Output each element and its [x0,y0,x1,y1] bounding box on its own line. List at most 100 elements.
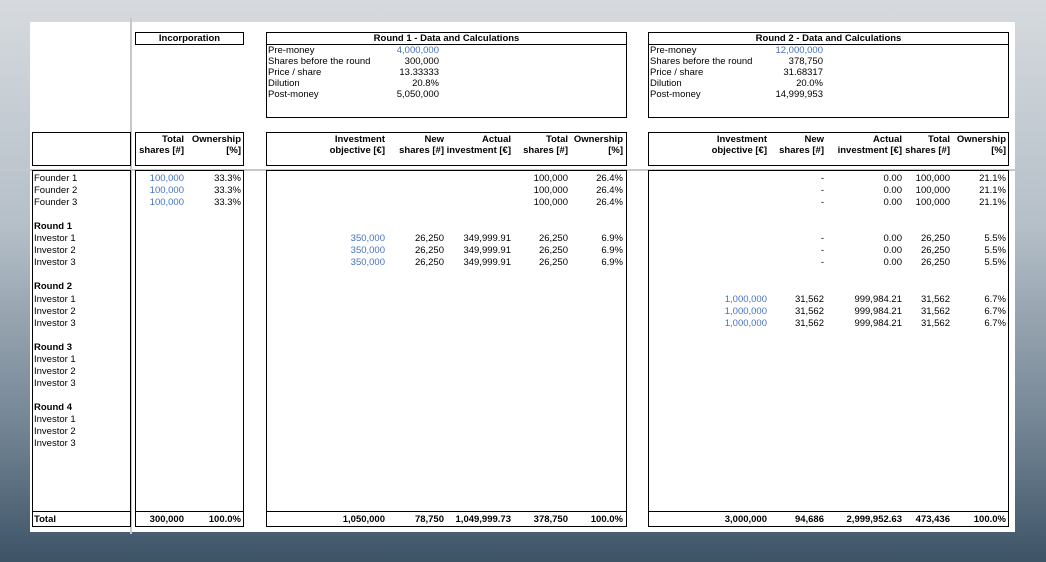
round1-cell[interactable]: 26.4% [596,197,623,209]
round1-info-value[interactable]: 5,050,000 [396,89,439,100]
total-round1-cell[interactable]: 100.0% [590,514,623,525]
round2-column-header[interactable]: Ownership [956,134,1006,145]
incorporation-column-header[interactable]: [%] [226,145,241,156]
round1-cell[interactable]: 6.9% [601,233,623,245]
round2-info-label[interactable]: Price / share [650,67,704,78]
section-label[interactable]: Round 1 [34,221,72,233]
round1-cell[interactable]: 26,250 [414,257,444,269]
round1-column-header[interactable]: Actual [481,134,511,145]
total-incorporation-cell[interactable]: 300,000 [149,514,184,525]
incorporation-cell[interactable]: 100,000 [149,197,184,209]
incorporation-column-header[interactable]: shares [#] [139,145,184,156]
round2-info-label[interactable]: Shares before the round [650,56,753,67]
total-round1-cell[interactable]: 1,049,999.73 [455,514,511,525]
round1-cell[interactable]: 26,250 [414,245,444,257]
round2-cell[interactable]: 1,000,000 [724,293,767,305]
round2-cell[interactable]: 100,000 [915,173,950,184]
round2-cell[interactable]: 31,562 [920,293,950,305]
round2-cell[interactable]: 31,562 [920,317,950,329]
round1-info-label[interactable]: Post-money [268,89,319,100]
round2-info-label[interactable]: Dilution [650,78,682,89]
round2-info-value[interactable]: 20.0% [796,78,823,89]
round1-cell[interactable]: 100,000 [533,185,568,197]
section-label[interactable]: Round 2 [34,281,72,293]
round1-info-label[interactable]: Shares before the round [268,56,371,67]
round2-cell[interactable]: - [820,257,824,269]
round2-cell[interactable]: 999,984.21 [854,293,902,305]
round2-cell[interactable]: 31,562 [794,305,824,317]
round2-cell[interactable]: 26,250 [920,233,950,245]
incorporation-cell[interactable]: 100,000 [149,185,184,197]
round2-info-value[interactable]: 12,000,000 [775,45,823,56]
round2-cell[interactable]: 31,562 [794,317,824,329]
round2-cell[interactable]: 0.00 [883,245,903,257]
round2-cell[interactable]: - [820,185,824,197]
round2-column-header[interactable]: investment [€] [837,145,902,156]
section-label[interactable]: Round 3 [34,341,72,353]
round2-column-header[interactable]: Investment [716,134,767,145]
incorporation-cell[interactable]: 33.3% [214,197,241,209]
round1-info-value[interactable]: 20.8% [412,78,439,89]
round2-cell[interactable]: 1,000,000 [724,317,767,329]
row-label[interactable]: Investor 1 [34,353,76,365]
round1-cell[interactable]: 26,250 [538,233,568,245]
total-round1-cell[interactable]: 1,050,000 [342,514,385,525]
row-label[interactable]: Investor 1 [34,293,76,305]
round1-cell[interactable]: 349,999.91 [463,233,511,245]
round1-cell[interactable]: 100,000 [533,197,568,209]
round2-column-header[interactable]: Total [928,134,950,145]
round2-cell[interactable]: 5.5% [984,233,1006,245]
round2-column-header[interactable]: [%] [991,145,1006,156]
round2-info-value[interactable]: 31.68317 [783,67,823,78]
round2-cell[interactable]: 0.00 [883,173,903,184]
incorporation-cell[interactable]: 33.3% [214,185,241,197]
round1-cell[interactable]: 349,999.91 [463,245,511,257]
round1-info-value[interactable]: 300,000 [404,56,439,67]
incorporation-cell[interactable]: 100,000 [149,173,184,184]
round2-cell[interactable]: 100,000 [915,197,950,209]
round1-cell[interactable]: 100,000 [533,173,568,184]
round2-cell[interactable]: 0.00 [883,233,903,245]
row-label[interactable]: Founder 2 [34,185,78,197]
round1-info-value[interactable]: 4,000,000 [396,45,439,56]
row-label[interactable]: Investor 1 [34,233,76,245]
round2-column-header[interactable]: shares [#] [905,145,950,156]
incorporation-column-header[interactable]: Total [162,134,184,145]
round1-column-header[interactable]: [%] [608,145,623,156]
round1-cell[interactable]: 349,999.91 [463,257,511,269]
round1-column-header[interactable]: New [424,134,444,145]
round2-column-header[interactable]: Actual [872,134,902,145]
round2-cell[interactable]: 0.00 [883,197,903,209]
row-label[interactable]: Investor 2 [34,245,76,257]
row-label[interactable]: Investor 2 [34,365,76,377]
round1-cell[interactable]: 26.4% [596,185,623,197]
row-label[interactable]: Investor 3 [34,317,76,329]
round2-cell[interactable]: 31,562 [794,293,824,305]
round2-cell[interactable]: 999,984.21 [854,305,902,317]
round2-cell[interactable]: 0.00 [883,185,903,197]
round2-cell[interactable]: 6.7% [984,305,1006,317]
round2-column-header[interactable]: shares [#] [779,145,824,156]
round1-column-header[interactable]: Ownership [573,134,623,145]
round2-cell[interactable]: 5.5% [984,257,1006,269]
row-label[interactable]: Investor 2 [34,426,76,438]
incorporation-column-header[interactable]: Ownership [191,134,241,145]
round2-cell[interactable]: 31,562 [920,305,950,317]
round2-info-value[interactable]: 378,750 [788,56,823,67]
round1-info-label[interactable]: Price / share [268,67,322,78]
round2-cell[interactable]: - [820,245,824,257]
total-incorporation-cell[interactable]: 100.0% [208,514,241,525]
round2-column-header[interactable]: New [804,134,824,145]
round1-column-header[interactable]: shares [#] [399,145,444,156]
row-label[interactable]: Investor 3 [34,377,76,389]
row-label[interactable]: Founder 3 [34,197,78,209]
round2-cell[interactable]: - [820,173,824,184]
round1-column-header[interactable]: Investment [334,134,385,145]
round1-cell[interactable]: 350,000 [350,257,385,269]
round2-info-label[interactable]: Post-money [650,89,701,100]
row-label[interactable]: Founder 1 [34,173,78,184]
round2-cell[interactable]: 1,000,000 [724,305,767,317]
round2-cell[interactable]: 5.5% [984,245,1006,257]
round2-cell[interactable]: - [820,233,824,245]
round1-cell[interactable]: 26,250 [414,233,444,245]
